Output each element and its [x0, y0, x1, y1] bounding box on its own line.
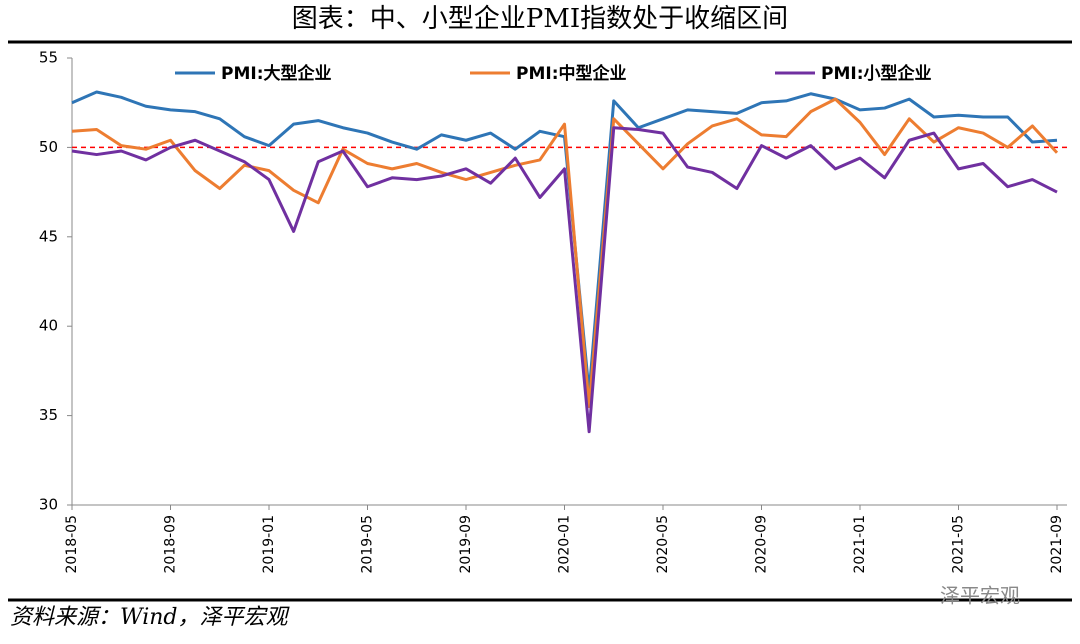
legend-label: PMI:小型企业 — [821, 63, 932, 84]
x-tick-label: 2019-01 — [261, 515, 277, 574]
source: 资料来源：Wind，泽平宏观 — [10, 605, 291, 630]
legend-label: PMI:中型企业 — [516, 63, 627, 84]
chart-title: 图表：中、小型企业PMI指数处于收缩区间 — [292, 4, 788, 34]
y-tick-label: 35 — [39, 406, 58, 424]
x-tick-label: 2018-05 — [64, 515, 80, 574]
x-tick-label: 2021-09 — [1049, 515, 1065, 574]
y-tick-label: 40 — [39, 317, 58, 335]
y-tick-label: 30 — [39, 496, 58, 514]
watermark: 泽平宏观 — [940, 584, 1020, 608]
y-tick-label: 45 — [39, 227, 58, 245]
x-tick-label: 2020-09 — [754, 515, 770, 574]
series-line — [71, 97, 1059, 409]
x-tick-label: 2021-05 — [951, 515, 967, 574]
x-tick-label: 2019-05 — [360, 515, 376, 574]
x-tick-label: 2019-09 — [458, 515, 474, 574]
legend-label: PMI:大型企业 — [221, 63, 332, 84]
y-tick-label: 50 — [39, 138, 58, 156]
series-line — [71, 126, 1058, 434]
x-tick-label: 2020-05 — [655, 515, 671, 574]
y-tick-label: 55 — [39, 49, 58, 67]
x-tick-label: 2018-09 — [163, 515, 179, 574]
x-tick-label: 2020-01 — [557, 515, 573, 574]
x-tick-label: 2021-01 — [852, 515, 868, 574]
